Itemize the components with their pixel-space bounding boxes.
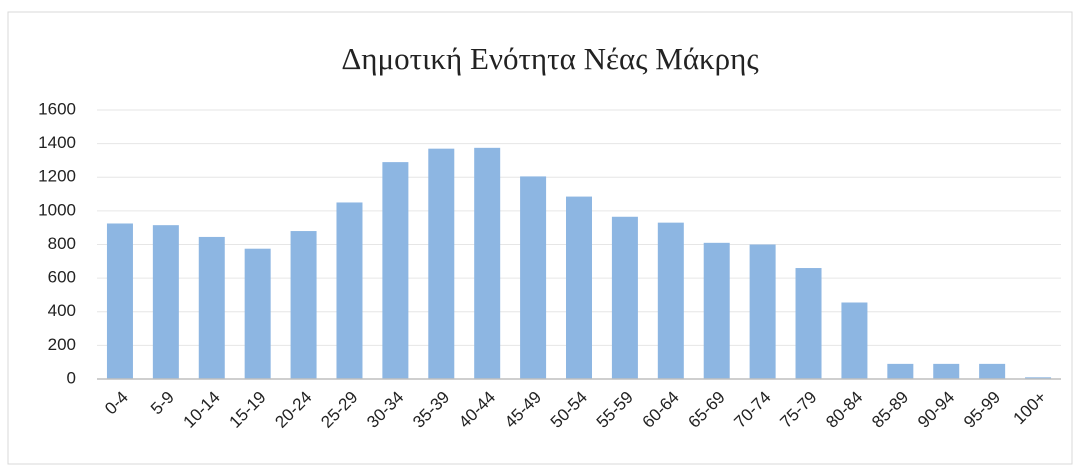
- bar: [749, 244, 776, 379]
- bar: [244, 248, 271, 379]
- y-tick-label: 200: [48, 335, 76, 354]
- bar: [933, 363, 960, 379]
- bar: [152, 225, 179, 379]
- bar: [428, 148, 455, 379]
- y-tick-label: 400: [48, 301, 76, 320]
- bar: [474, 147, 501, 379]
- bar: [336, 202, 363, 379]
- y-tick-label: 600: [48, 268, 76, 287]
- y-tick-label: 0: [67, 368, 76, 387]
- bar: [382, 162, 409, 379]
- bar: [703, 242, 730, 379]
- bar: [566, 196, 592, 379]
- bar: [887, 363, 914, 379]
- bar: [520, 176, 547, 379]
- bar: [795, 268, 822, 379]
- bar: [611, 216, 638, 379]
- y-tick-label: 800: [48, 234, 76, 253]
- bar: [1025, 377, 1052, 379]
- y-tick-label: 1400: [38, 133, 76, 152]
- chart-title: Δημοτική Ενότητα Νέας Μάκρης: [341, 41, 758, 76]
- bar: [657, 222, 684, 379]
- y-tick-label: 1200: [38, 167, 76, 186]
- bar: [841, 302, 868, 379]
- bar: [979, 363, 1006, 379]
- bar: [106, 223, 133, 379]
- bar: [290, 231, 317, 379]
- y-tick-label: 1600: [38, 99, 76, 118]
- y-tick-label: 1000: [38, 200, 76, 219]
- bar: [198, 236, 225, 379]
